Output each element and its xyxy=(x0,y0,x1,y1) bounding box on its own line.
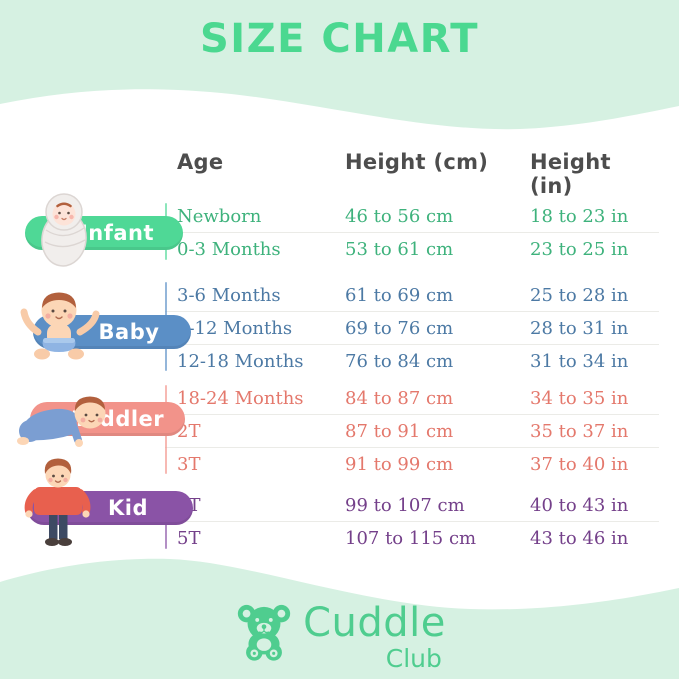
group-toddler-rows: 18-24 Months 84 to 87 cm 34 to 35 in 2T … xyxy=(165,382,659,479)
toddler-illustration xyxy=(17,396,106,447)
column-header-age: Age xyxy=(177,150,224,174)
height-in-cell: 34 to 35 in xyxy=(530,387,629,409)
table-row: 18-24 Months 84 to 87 cm 34 to 35 in xyxy=(165,382,659,414)
age-cell: 2T xyxy=(177,420,201,442)
height-in-cell: 31 to 34 in xyxy=(530,350,629,372)
height-in-cell: 37 to 40 in xyxy=(530,453,629,475)
height-cm-cell: 53 to 61 cm xyxy=(345,238,454,260)
height-cm-cell: 76 to 84 cm xyxy=(345,350,454,372)
table-header: Age Height (cm) Height (in) xyxy=(165,150,659,198)
brand-name: Cuddle xyxy=(303,600,446,646)
height-in-cell: 43 to 46 in xyxy=(530,527,629,549)
table-row: 4T 99 to 107 cm 40 to 43 in xyxy=(165,489,659,521)
age-cell: 6-12 Months xyxy=(177,317,293,339)
height-cm-cell: 46 to 56 cm xyxy=(345,205,454,227)
height-cm-cell: 107 to 115 cm xyxy=(345,527,477,549)
height-in-cell: 40 to 43 in xyxy=(530,494,629,516)
height-in-cell: 35 to 37 in xyxy=(530,420,629,442)
age-cell: 3-6 Months xyxy=(177,284,281,306)
table-row: Newborn 46 to 56 cm 18 to 23 in xyxy=(165,200,659,232)
height-in-cell: 18 to 23 in xyxy=(530,205,629,227)
infant-baby-illustration xyxy=(41,193,87,267)
group-badge-label: Kid xyxy=(107,496,148,520)
table-row: 2T 87 to 91 cm 35 to 37 in xyxy=(165,414,659,447)
kid-illustration xyxy=(24,458,91,546)
page-title: SIZE CHART xyxy=(199,16,480,62)
group-badge-label: Infant xyxy=(79,221,155,245)
table-row: 3-6 Months 61 to 69 cm 25 to 28 in xyxy=(165,279,659,311)
height-cm-cell: 69 to 76 cm xyxy=(345,317,454,339)
height-in-cell: 25 to 28 in xyxy=(530,284,629,306)
brand-logo: Cuddle Club xyxy=(0,602,679,673)
height-cm-cell: 91 to 99 cm xyxy=(345,453,454,475)
brand-wordmark: Cuddle Club xyxy=(303,602,446,673)
table-row: 12-18 Months 76 to 84 cm 31 to 34 in xyxy=(165,344,659,377)
height-in-cell: 28 to 31 in xyxy=(530,317,629,339)
height-cm-cell: 99 to 107 cm xyxy=(345,494,465,516)
age-cell: 12-18 Months xyxy=(177,350,304,372)
age-cell: 3T xyxy=(177,453,201,475)
table-row: 3T 91 to 99 cm 37 to 40 in xyxy=(165,447,659,480)
height-cm-cell: 61 to 69 cm xyxy=(345,284,454,306)
table-row: 5T 107 to 115 cm 43 to 46 in xyxy=(165,521,659,554)
age-cell: Newborn xyxy=(177,205,262,227)
height-cm-cell: 87 to 91 cm xyxy=(345,420,454,442)
baby-illustration xyxy=(20,292,100,360)
age-cell: 18-24 Months xyxy=(177,387,304,409)
age-cell: 5T xyxy=(177,527,201,549)
brand-subname: Club xyxy=(385,644,442,673)
height-cm-cell: 84 to 87 cm xyxy=(345,387,454,409)
group-kid-rows: 4T 99 to 107 cm 40 to 43 in 5T 107 to 11… xyxy=(165,489,659,554)
age-cell: 0-3 Months xyxy=(177,238,281,260)
group-baby-rows: 3-6 Months 61 to 69 cm 25 to 28 in 6-12 … xyxy=(165,279,659,376)
column-header-height-in: Height (in) xyxy=(530,150,611,198)
teddy-bear-icon xyxy=(237,604,291,661)
height-in-cell: 23 to 25 in xyxy=(530,238,629,260)
table-row: 6-12 Months 69 to 76 cm 28 to 31 in xyxy=(165,311,659,344)
group-infant-rows: Newborn 46 to 56 cm 18 to 23 in 0-3 Mont… xyxy=(165,200,659,265)
column-header-height-cm: Height (cm) xyxy=(345,150,489,174)
group-badge-label: Baby xyxy=(98,320,160,344)
table-row: 0-3 Months 53 to 61 cm 23 to 25 in xyxy=(165,232,659,265)
